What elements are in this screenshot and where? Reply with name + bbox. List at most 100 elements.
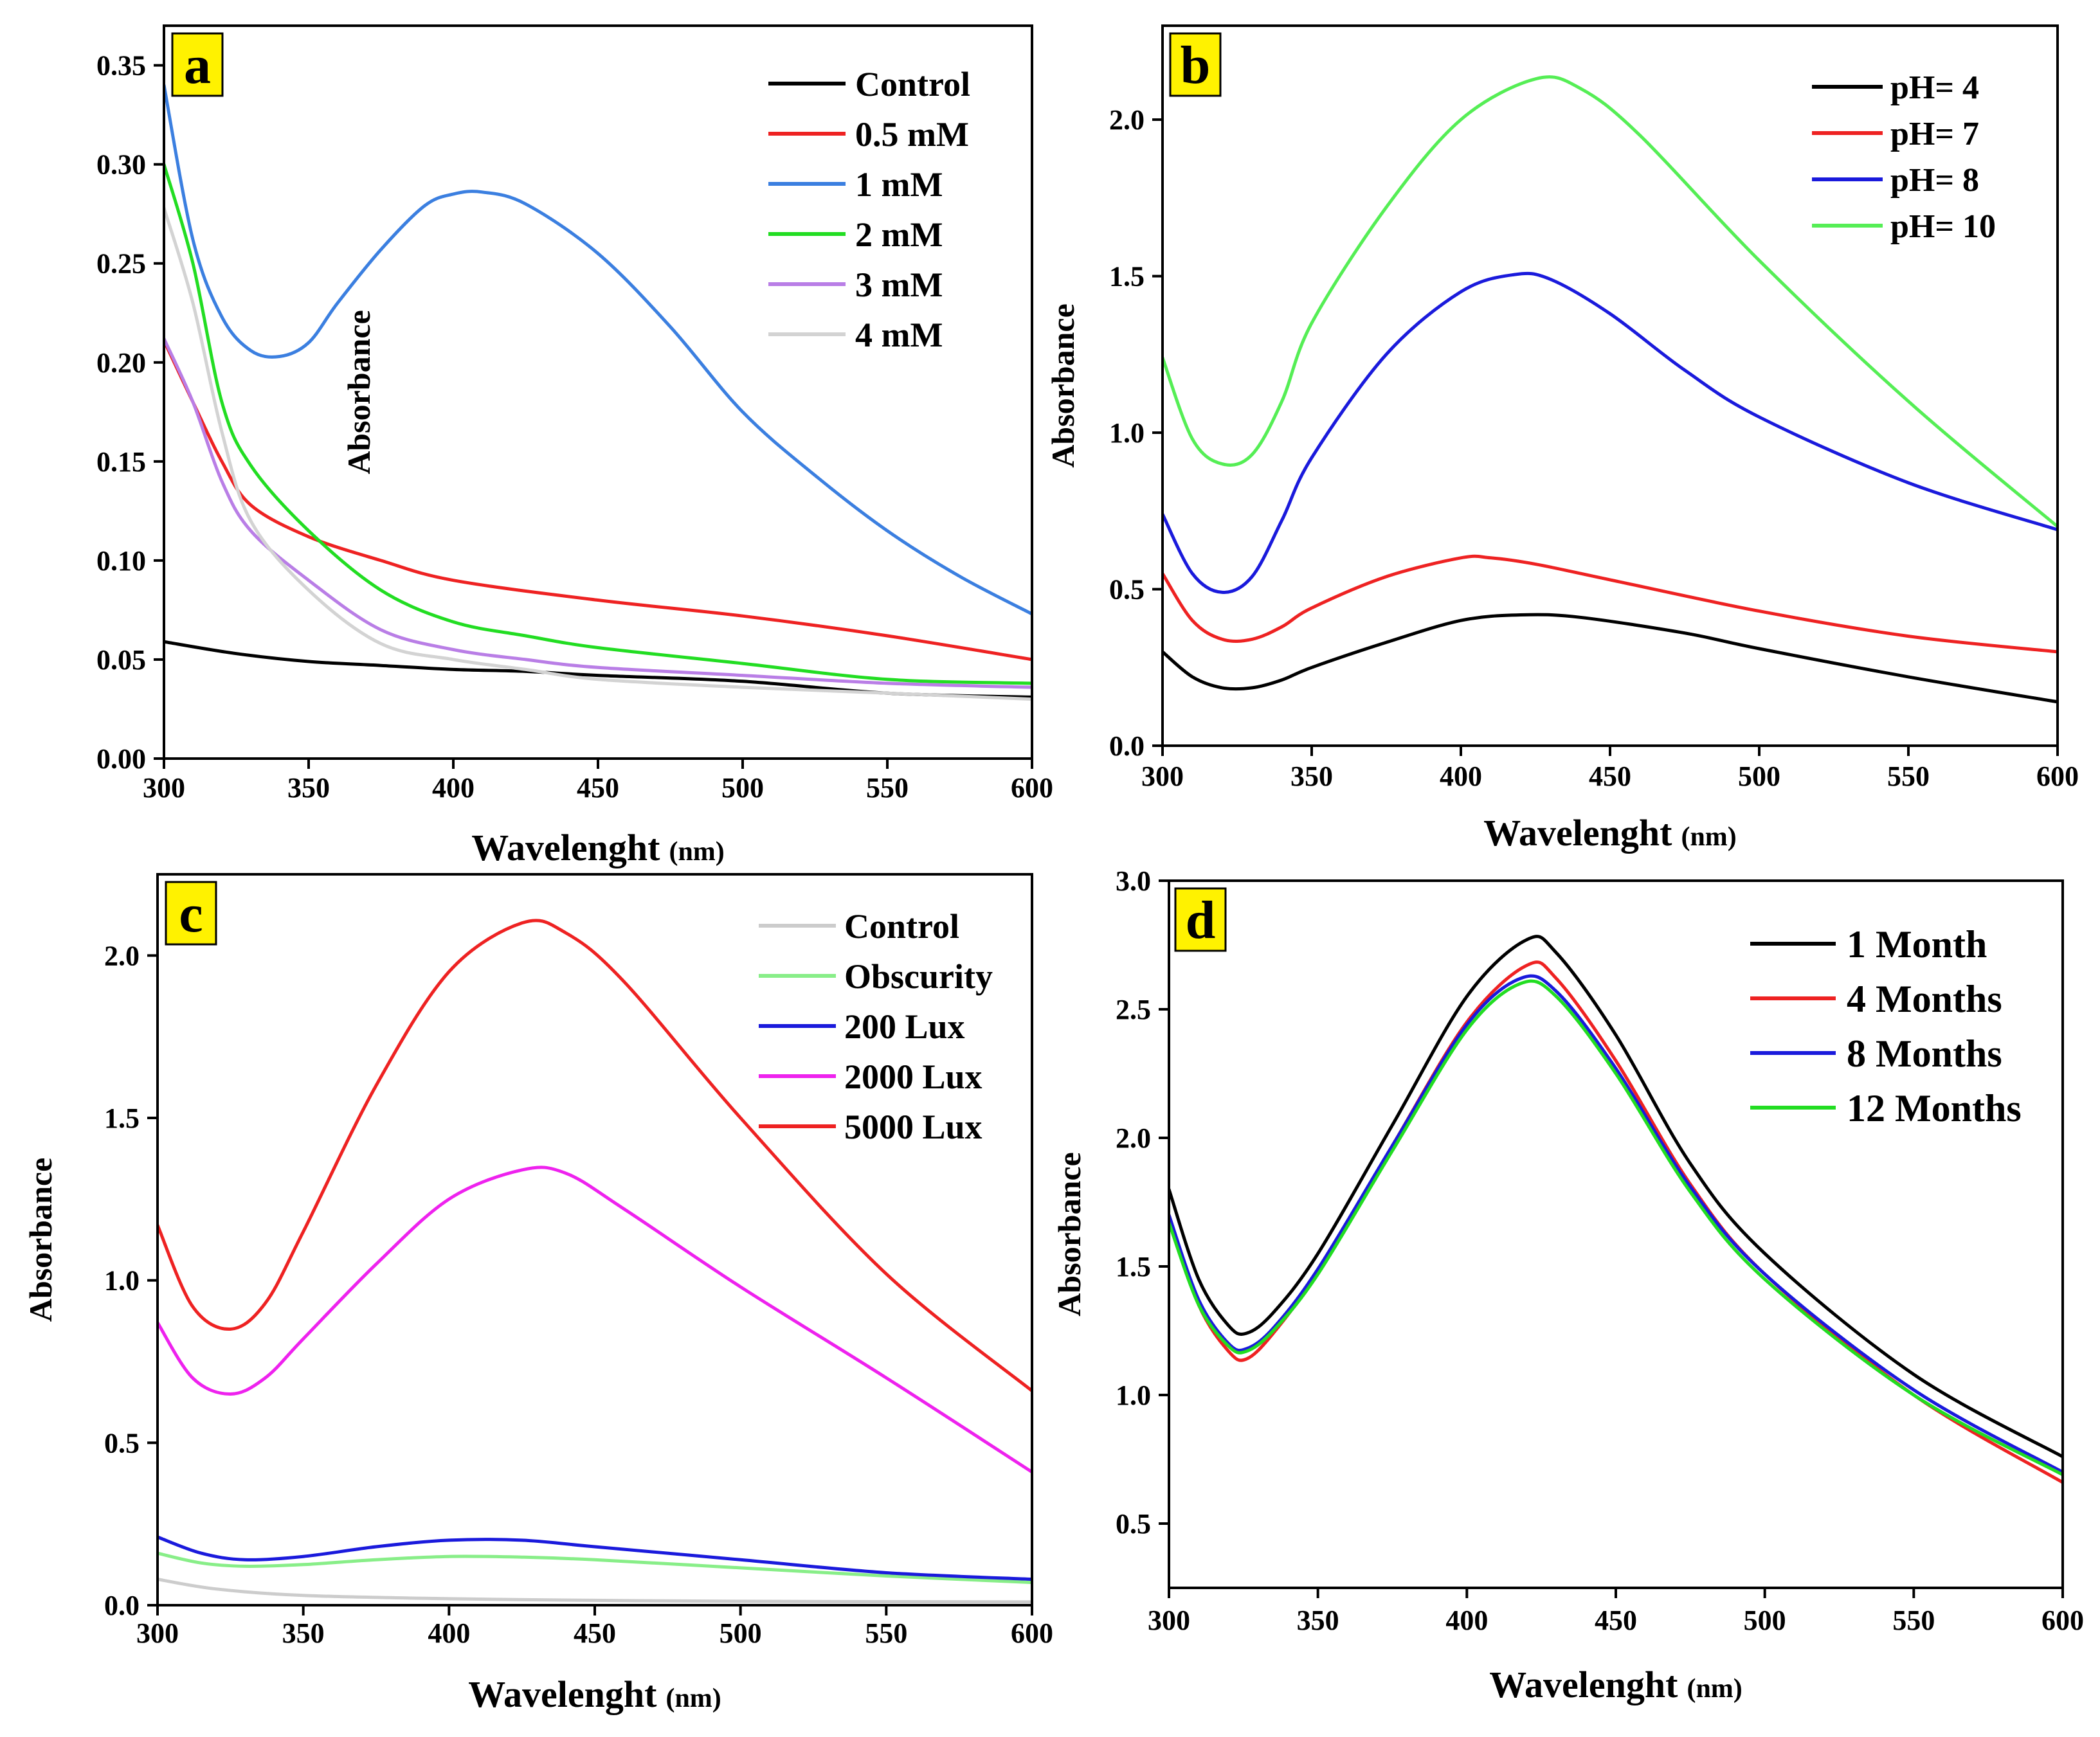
y-tick-label-b: 2.0 bbox=[1109, 104, 1145, 136]
y-tick-label-b: 1.0 bbox=[1109, 417, 1145, 449]
legend-label-b-2: pH= 8 bbox=[1890, 162, 1979, 199]
legend-c: Control Obscurity 200 Lux 2000 Lux 5000 Lux bbox=[759, 907, 993, 1146]
legend-label-c-3: 2000 Lux bbox=[844, 1058, 982, 1096]
x-tick-label-d: 500 bbox=[1744, 1605, 1786, 1636]
x-tick-label-a: 500 bbox=[721, 772, 764, 804]
y-tick-label-a: 0.10 bbox=[96, 545, 146, 577]
legend-label-c-0: Control bbox=[844, 907, 959, 946]
x-axis-title-unit-a: (nm) bbox=[669, 837, 724, 867]
legend-label-d-0: 1 Month bbox=[1847, 923, 1987, 966]
panel-label-box-d bbox=[1174, 887, 1227, 952]
panel-d: 300 350 400 450 500 550 600 0.5 1.0 1.5 2.0 2.5 3.0 W… bbox=[1051, 865, 2084, 1706]
y-tick-label-d: 3.0 bbox=[1116, 865, 1151, 897]
panel-c: 300 350 400 450 500 550 600 0.0 0.5 1.0 1.5 2.0 Wave… bbox=[23, 873, 1053, 1715]
x-tick-label-c: 450 bbox=[574, 1617, 616, 1649]
x-axis-title-d: Wavelenght (nm) bbox=[1489, 1664, 1742, 1706]
x-tick-label-a: 350 bbox=[287, 772, 330, 804]
x-tick-label-d: 450 bbox=[1595, 1605, 1637, 1636]
x-tick-label-b: 400 bbox=[1440, 760, 1482, 792]
y-tick-label-d: 2.5 bbox=[1116, 994, 1151, 1025]
x-tick-label-a: 400 bbox=[432, 772, 475, 804]
legend-label-c-1: Obscurity bbox=[844, 957, 993, 996]
series-line-a-4 bbox=[164, 337, 1032, 689]
panel-label-b: b bbox=[1181, 35, 1211, 95]
y-tick-label-a: 0.15 bbox=[96, 446, 146, 478]
x-axis-title-main-c: Wavelenght bbox=[468, 1673, 657, 1715]
legend-label-b-1: pH= 7 bbox=[1890, 116, 1979, 152]
y-tick-label-c: 1.0 bbox=[104, 1265, 140, 1297]
y-tick-label-b: 0.5 bbox=[1109, 574, 1145, 606]
x-tick-label-d: 300 bbox=[1148, 1605, 1190, 1636]
legend-label-a-4: 3 mM bbox=[855, 266, 943, 304]
series-line-b-1 bbox=[1163, 554, 2058, 654]
legend-label-a-1: 0.5 mM bbox=[855, 115, 969, 154]
x-tick-label-c: 400 bbox=[428, 1617, 470, 1649]
series-line-a-3 bbox=[164, 163, 1032, 685]
series-line-c-2 bbox=[158, 1535, 1032, 1581]
y-axis-title-a: Absorbance bbox=[341, 310, 377, 474]
legend-label-b-0: pH= 4 bbox=[1890, 69, 1979, 106]
series-line-c-0 bbox=[158, 1578, 1032, 1604]
series-line-c-3 bbox=[158, 1166, 1032, 1474]
series-line-d-2 bbox=[1169, 974, 2063, 1474]
x-axis-title-main-a: Wavelenght bbox=[471, 827, 660, 869]
y-tick-label-a: 0.00 bbox=[96, 743, 146, 775]
x-axis-title-unit-d: (nm) bbox=[1687, 1674, 1742, 1704]
legend-d: 1 Month 4 Months 8 Months 12 Months bbox=[1750, 923, 2022, 1130]
x-tick-label-c: 550 bbox=[865, 1617, 907, 1649]
x-axis-title-a: Wavelenght (nm) bbox=[471, 827, 725, 869]
y-axis-title-b: Absorbance bbox=[1045, 303, 1081, 468]
y-tick-label-d: 2.0 bbox=[1116, 1122, 1151, 1154]
x-tick-label-b: 550 bbox=[1887, 760, 1930, 792]
x-tick-label-a: 300 bbox=[143, 772, 185, 804]
x-tick-label-a: 450 bbox=[577, 772, 619, 804]
legend-label-c-4: 5000 Lux bbox=[844, 1108, 982, 1146]
y-tick-label-d: 0.5 bbox=[1116, 1508, 1151, 1540]
series-line-d-3 bbox=[1169, 979, 2063, 1477]
legend-label-a-5: 4 mM bbox=[855, 316, 943, 354]
legend-b: pH= 4 pH= 7 pH= 8 pH= 10 bbox=[1812, 69, 1996, 245]
panel-label-a: a bbox=[184, 35, 211, 95]
x-tick-label-c: 600 bbox=[1011, 1617, 1053, 1649]
series-line-a-5 bbox=[164, 206, 1032, 701]
legend-label-b-3: pH= 10 bbox=[1890, 208, 1996, 245]
x-tick-label-a: 550 bbox=[866, 772, 909, 804]
legend-label-a-2: 1 mM bbox=[855, 165, 943, 204]
series-line-a-0 bbox=[164, 640, 1032, 699]
x-tick-label-c: 350 bbox=[282, 1617, 325, 1649]
x-tick-label-d: 400 bbox=[1445, 1605, 1488, 1636]
series-line-a-1 bbox=[164, 339, 1032, 662]
y-tick-label-d: 1.0 bbox=[1116, 1380, 1151, 1411]
x-tick-label-d: 350 bbox=[1297, 1605, 1339, 1636]
x-axis-title-unit-b: (nm) bbox=[1681, 822, 1736, 852]
y-tick-label-a: 0.35 bbox=[96, 50, 146, 82]
y-tick-label-c: 0.0 bbox=[104, 1590, 140, 1621]
legend-label-d-2: 8 Months bbox=[1847, 1032, 2002, 1075]
panel-label-c: c bbox=[179, 884, 203, 944]
x-axis-title-c: Wavelenght (nm) bbox=[468, 1673, 721, 1715]
y-tick-label-a: 0.25 bbox=[96, 248, 146, 280]
x-axis-title-b: Wavelenght (nm) bbox=[1483, 812, 1737, 854]
panel-label-box-b bbox=[1169, 32, 1222, 97]
y-tick-label-a: 0.30 bbox=[96, 149, 146, 181]
x-tick-label-b: 600 bbox=[2036, 760, 2079, 792]
panel-label-d: d bbox=[1186, 890, 1216, 950]
y-axis-title-d: Absorbance bbox=[1051, 1152, 1087, 1317]
y-tick-label-c: 1.5 bbox=[104, 1102, 140, 1134]
series-line-c-4 bbox=[158, 919, 1032, 1392]
x-tick-label-b: 350 bbox=[1290, 760, 1333, 792]
y-tick-label-b: 1.5 bbox=[1109, 261, 1145, 292]
x-axis-title-main-d: Wavelenght bbox=[1489, 1664, 1678, 1706]
panel-a: 300 350 400 450 500 550 600 0.00 0.05 0.10 0.15 0.2… bbox=[96, 24, 1053, 869]
x-tick-label-d: 550 bbox=[1892, 1605, 1935, 1636]
y-axis-title-c: Absorbance bbox=[23, 1158, 59, 1322]
y-tick-label-c: 2.0 bbox=[104, 940, 140, 971]
legend-label-d-3: 12 Months bbox=[1847, 1087, 2022, 1130]
panel-label-box-a bbox=[171, 32, 224, 97]
x-axis-title-main-b: Wavelenght bbox=[1483, 812, 1672, 854]
y-tick-label-b: 0.0 bbox=[1109, 730, 1145, 762]
series-line-b-3 bbox=[1163, 75, 2058, 528]
series-line-a-2 bbox=[164, 83, 1032, 616]
x-tick-label-b: 300 bbox=[1141, 760, 1184, 792]
